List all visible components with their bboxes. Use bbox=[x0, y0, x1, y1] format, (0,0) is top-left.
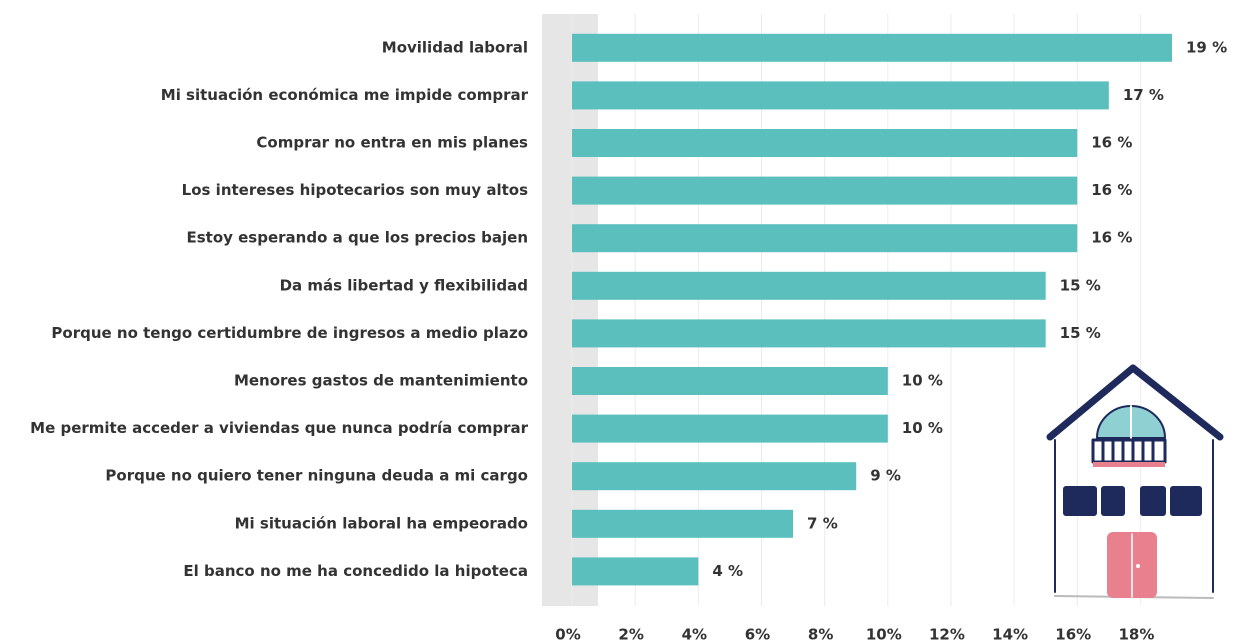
bar bbox=[572, 510, 793, 538]
x-tick-label: 8% bbox=[808, 626, 833, 644]
x-tick-label: 16% bbox=[1055, 626, 1091, 644]
bar bbox=[572, 129, 1077, 157]
bar bbox=[572, 367, 888, 395]
x-tick-label: 18% bbox=[1118, 626, 1154, 644]
value-label: 16 % bbox=[1091, 181, 1132, 199]
value-label: 15 % bbox=[1060, 324, 1101, 342]
x-tick-label: 12% bbox=[929, 626, 965, 644]
category-label: Comprar no entra en mis planes bbox=[256, 134, 528, 152]
category-label: Da más libertad y flexibilidad bbox=[280, 276, 528, 294]
value-label: 17 % bbox=[1123, 86, 1164, 104]
house-illustration bbox=[1050, 368, 1220, 598]
value-label: 9 % bbox=[870, 467, 901, 485]
category-label: Me permite acceder a viviendas que nunca… bbox=[30, 419, 528, 437]
x-tick-label: 6% bbox=[745, 626, 770, 644]
bar bbox=[572, 462, 856, 490]
value-label: 16 % bbox=[1091, 229, 1132, 247]
bar bbox=[572, 224, 1077, 252]
bar bbox=[572, 415, 888, 443]
value-label: 15 % bbox=[1060, 276, 1101, 294]
category-label: Movilidad laboral bbox=[382, 38, 528, 56]
value-label: 19 % bbox=[1186, 38, 1227, 56]
value-label: 16 % bbox=[1091, 134, 1132, 152]
category-label: Mi situación laboral ha empeorado bbox=[235, 514, 528, 532]
bar bbox=[572, 272, 1046, 300]
bar bbox=[572, 81, 1109, 109]
category-label: Los intereses hipotecarios son muy altos bbox=[182, 181, 528, 199]
x-tick-label: 10% bbox=[866, 626, 902, 644]
value-label: 10 % bbox=[902, 419, 943, 437]
value-label: 4 % bbox=[712, 562, 743, 580]
category-label: Mi situación económica me impide comprar bbox=[161, 86, 529, 104]
category-label: Menores gastos de mantenimiento bbox=[234, 372, 528, 390]
x-tick-label: 14% bbox=[992, 626, 1028, 644]
value-label: 7 % bbox=[807, 514, 838, 532]
bar bbox=[572, 34, 1172, 62]
chart: 0% 2% 4% 6% 8% 10% 12% 14% 16% 18% Movilidad labor… bbox=[0, 0, 1242, 644]
x-tick-label: 4% bbox=[682, 626, 707, 644]
bar bbox=[572, 557, 698, 585]
bar bbox=[572, 319, 1046, 347]
x-tick-label: 0% bbox=[555, 626, 580, 644]
bar bbox=[572, 177, 1077, 205]
category-label: Estoy esperando a que los precios bajen bbox=[186, 229, 528, 247]
category-label: El banco no me ha concedido la hipoteca bbox=[183, 562, 528, 580]
category-label: Porque no quiero tener ninguna deuda a m… bbox=[105, 467, 528, 485]
value-label: 10 % bbox=[902, 372, 943, 390]
x-tick-label: 2% bbox=[618, 626, 643, 644]
category-label: Porque no tengo certidumbre de ingresos … bbox=[51, 324, 528, 342]
